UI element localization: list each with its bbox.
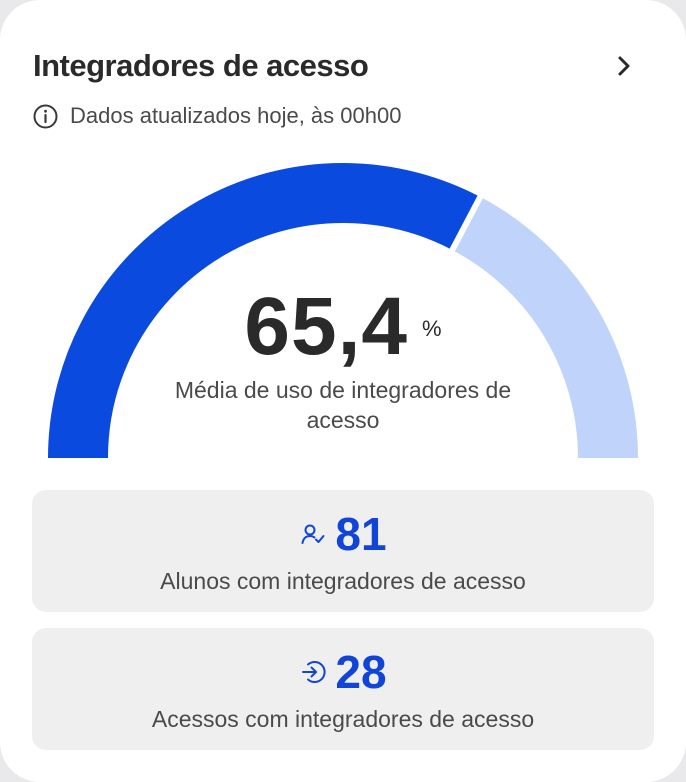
gauge-percentage: 65,4 <box>244 281 409 372</box>
card-header: Integradores de acesso <box>33 44 646 92</box>
user-check-icon <box>299 520 327 548</box>
login-arrow-icon <box>299 658 327 686</box>
gauge-label: Média de uso de integradores de acesso <box>174 377 512 433</box>
students-count: 81 <box>335 508 387 560</box>
gauge-unit: % <box>422 316 442 341</box>
usage-gauge <box>48 163 638 459</box>
students-stat-card: 81 Alunos com integradores de acesso <box>32 490 654 612</box>
info-circle-icon <box>33 104 58 129</box>
accesses-count: 28 <box>335 646 387 698</box>
gauge-remaining-arc <box>451 196 638 459</box>
gauge-filled-arc <box>48 163 481 459</box>
accesses-stat-card: 28 Acessos com integradores de acesso <box>32 628 654 750</box>
accesses-stat-row: 28 <box>32 644 654 700</box>
update-text: Dados atualizados hoje, às 00h00 <box>70 103 402 128</box>
students-label: Alunos com integradores de acesso <box>160 568 526 594</box>
students-stat-row: 81 <box>32 506 654 562</box>
card-title: Integradores de acesso <box>33 48 369 83</box>
accesses-label: Acessos com integradores de acesso <box>151 706 535 732</box>
update-info: Dados atualizados hoje, às 00h00 <box>33 101 401 131</box>
gauge-value: 65,4% <box>0 282 686 372</box>
chevron-right-icon[interactable] <box>610 52 638 80</box>
gauge-separator <box>448 193 484 254</box>
